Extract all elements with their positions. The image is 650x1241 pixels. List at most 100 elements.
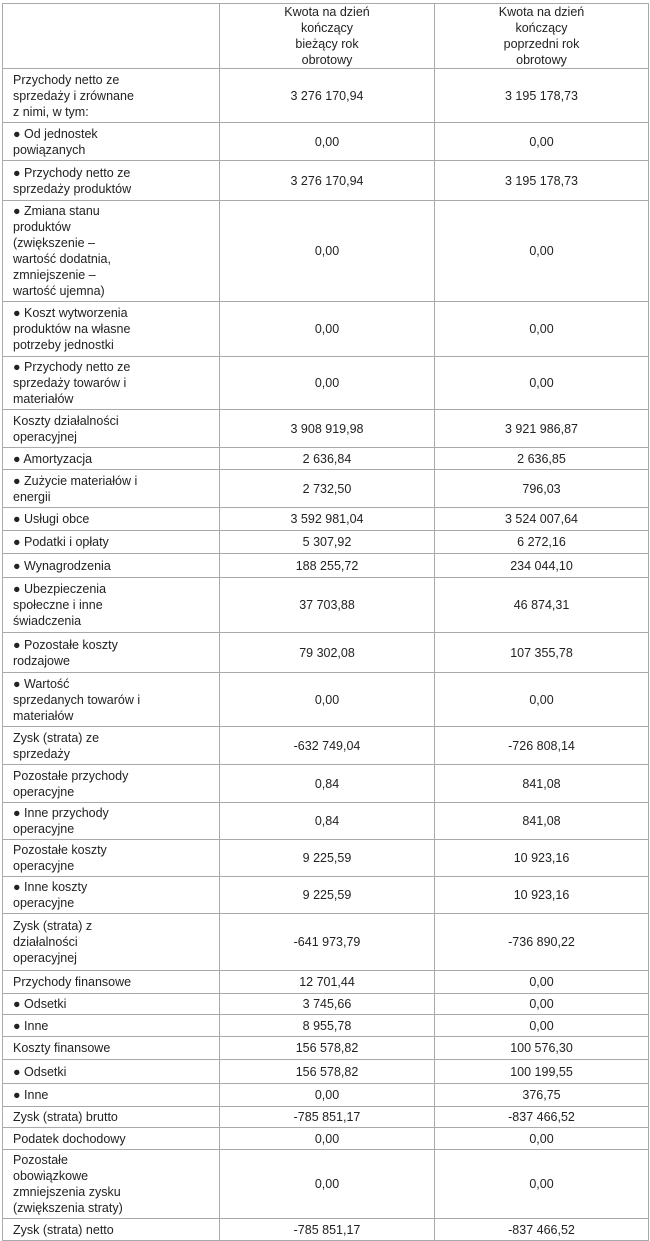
previous-year-value: 234 044,10 [434,553,649,578]
table-row: Zysk (strata) z działalności operacyjnej… [2,913,649,971]
previous-year-value: 0,00 [434,200,649,302]
row-label: ● Usługi obce [13,512,90,526]
current-year-value: 156 578,82 [219,1059,435,1084]
current-year-value: -641 973,79 [219,913,435,971]
table-row: ● Od jednostek powiązanych 0,00 0,00 [2,122,649,161]
current-year-value: 3 745,66 [219,993,435,1015]
row-label: ● Wynagrodzenia [13,558,111,573]
table-row: ● Zużycie materiałów i energii 2 732,50 79… [2,469,649,508]
current-year-value: -785 851,17 [219,1106,435,1128]
table-row: Podatek dochodowy 0,00 0,00 [2,1127,649,1150]
row-label-cell: Zysk (strata) netto [2,1218,220,1241]
previous-year-value: -837 466,52 [434,1106,649,1128]
row-label-cell: ● Amortyzacja [2,447,220,470]
previous-year-value: -736 890,22 [434,913,649,971]
row-label: ● Od jednostek powiązanych [13,126,98,157]
table-row: Koszty działalności operacyjnej 3 908 919… [2,409,649,448]
row-label: ● Zużycie materiałów i energii [13,473,138,504]
current-year-value: 3 592 981,04 [219,507,435,531]
table-row: Pozostałe obowiązkowe zmniejszenia zysku… [2,1149,649,1219]
row-label-cell: Podatek dochodowy [2,1127,220,1150]
row-label: Zysk (strata) ze sprzedaży [13,730,100,761]
row-label-cell: ● Wartość sprzedanych towarów i materiał… [2,672,220,727]
table-row: ● Podatki i opłaty 5 307,92 6 272,16 [2,530,649,554]
row-label: ● Ubezpieczenia społeczne i inne świadcz… [13,582,107,628]
table-row: ● Odsetki 156 578,82 100 199,55 [2,1059,649,1084]
row-label: Koszty działalności operacyjnej [13,413,119,444]
header-empty-cell [2,3,220,69]
previous-year-value: 376,75 [434,1083,649,1107]
current-year-value: 0,00 [219,1149,435,1219]
row-label-cell: Pozostałe przychody operacyjne [2,764,220,803]
row-label: ● Inne przychody operacyjne [13,806,109,836]
row-label-cell: ● Inne [2,1014,220,1037]
row-label: Zysk (strata) brutto [13,1110,118,1124]
previous-year-value: 3 195 178,73 [434,68,649,123]
previous-year-value: 0,00 [434,1127,649,1150]
row-label-cell: ● Inne przychody operacyjne [2,802,220,840]
table-row: ● Przychody netto ze sprzedaży produktów… [2,160,649,201]
current-year-value: 9 225,59 [219,839,435,877]
previous-year-value: 841,08 [434,802,649,840]
current-year-value: 0,00 [219,672,435,727]
previous-year-value: 3 524 007,64 [434,507,649,531]
previous-year-value: 3 921 986,87 [434,409,649,448]
previous-year-value: -726 808,14 [434,726,649,765]
row-label-cell: ● Inne [2,1083,220,1107]
previous-year-value: 6 272,16 [434,530,649,554]
row-label-cell: ● Przychody netto ze sprzedaży towarów i… [2,356,220,410]
row-label-cell: ● Koszt wytworzenia produktów na własne … [2,301,220,357]
row-label: ● Zmiana stanu produktów (zwiększenie – … [13,204,111,298]
current-year-value: 0,84 [219,764,435,803]
row-label-cell: ● Odsetki [2,1059,220,1084]
row-label: Pozostałe przychody operacyjne [13,768,129,799]
row-label: Zysk (strata) netto [13,1222,114,1237]
row-label-cell: Pozostałe obowiązkowe zmniejszenia zysku… [2,1149,220,1219]
header-previous-year: Kwota na dzień kończący poprzedni rok ob… [434,3,649,69]
current-year-value: -632 749,04 [219,726,435,765]
header-row: Kwota na dzień kończący bieżący rok obro… [2,3,649,69]
previous-year-value: 100 199,55 [434,1059,649,1084]
row-label-cell: Przychody finansowe [2,970,220,994]
current-year-value: 0,84 [219,802,435,840]
row-label: ● Odsetki [13,1064,67,1079]
previous-year-value: 0,00 [434,993,649,1015]
profit-loss-table: Kwota na dzień kończący bieżący rok obro… [2,3,649,1241]
table-row: ● Inne 8 955,78 0,00 [2,1014,649,1037]
row-label-cell: ● Inne koszty operacyjne [2,876,220,914]
row-label: Zysk (strata) z działalności operacyjnej [13,919,93,965]
current-year-value: 0,00 [219,200,435,302]
current-year-value: 3 276 170,94 [219,160,435,201]
row-label-cell: ● Od jednostek powiązanych [2,122,220,161]
row-label: ● Inne [13,1018,49,1033]
table-row: Przychody finansowe 12 701,44 0,00 [2,970,649,994]
row-label: Przychody netto ze sprzedaży i zrównane … [13,72,134,119]
header-current-year: Kwota na dzień kończący bieżący rok obro… [219,3,435,69]
table-row: ● Pozostałe koszty rodzajowe 79 302,08 107… [2,632,649,673]
current-year-value: 0,00 [219,356,435,410]
row-label-cell: Przychody netto ze sprzedaży i zrównane … [2,68,220,123]
table-row: Przychody netto ze sprzedaży i zrównane … [2,68,649,123]
current-year-value: 188 255,72 [219,553,435,578]
row-label: ● Inne koszty operacyjne [13,880,88,910]
previous-year-value: 796,03 [434,469,649,508]
current-year-value: 3 908 919,98 [219,409,435,448]
previous-year-value: 46 874,31 [434,577,649,633]
table-row: ● Ubezpieczenia społeczne i inne świadcz… [2,577,649,633]
row-label: ● Przychody netto ze sprzedaży produktów [13,165,132,196]
row-label-cell: ● Ubezpieczenia społeczne i inne świadcz… [2,577,220,633]
current-year-value: 12 701,44 [219,970,435,994]
previous-year-value: 0,00 [434,1014,649,1037]
current-year-value: 156 578,82 [219,1036,435,1060]
row-label: Przychody finansowe [13,975,132,989]
previous-year-value: 10 923,16 [434,839,649,877]
current-year-value: 79 302,08 [219,632,435,673]
row-label-cell: ● Zmiana stanu produktów (zwiększenie – … [2,200,220,302]
current-year-value: 0,00 [219,1127,435,1150]
previous-year-value: 0,00 [434,1149,649,1219]
row-label-cell: Zysk (strata) ze sprzedaży [2,726,220,765]
table-row: Pozostałe przychody operacyjne 0,84 841,08 [2,764,649,803]
previous-year-value: 10 923,16 [434,876,649,914]
table-row: ● Odsetki 3 745,66 0,00 [2,993,649,1015]
current-year-value: 0,00 [219,1083,435,1107]
